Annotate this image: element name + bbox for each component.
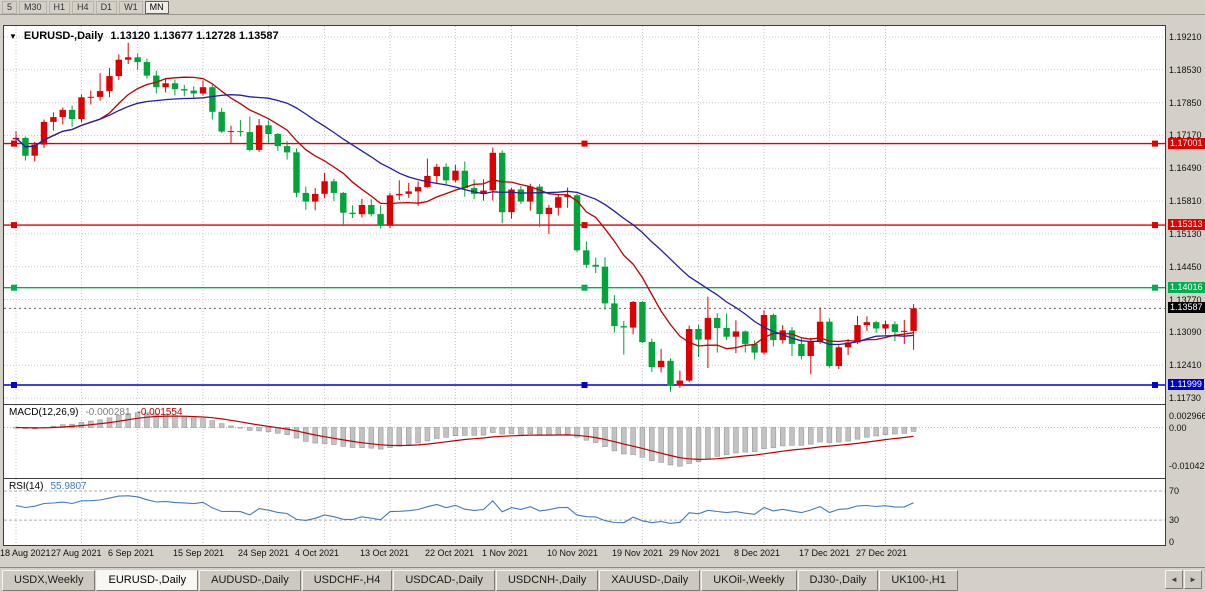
tab-usdx-weekly[interactable]: USDX,Weekly [2, 570, 96, 591]
rsi-value: 55.9807 [50, 481, 87, 492]
tab-audusd-daily[interactable]: AUDUSD-,Daily [199, 570, 301, 591]
rsi-axis-label: 0 [1169, 537, 1175, 547]
rsi-axis-label: 70 [1169, 486, 1180, 496]
date-axis-label: 6 Sep 2021 [108, 548, 155, 558]
price-axis-label: 1.19210 [1169, 32, 1202, 42]
level-price-badge: 1.11999 [1168, 379, 1204, 390]
chart-symbol-label: EURUSD-,Daily [23, 30, 104, 42]
timeframe-toolbar: 5 M30 H1 H4 D1 W1 MN [0, 0, 1205, 15]
tab-xauusd-daily[interactable]: XAUUSD-,Daily [599, 570, 701, 591]
tab-usdcnh-daily[interactable]: USDCNH-,Daily [495, 570, 599, 591]
date-axis-label: 1 Nov 2021 [482, 548, 529, 558]
tab-dj30-daily[interactable]: DJ30-,Daily [797, 570, 879, 591]
price-axis-label: 1.15130 [1169, 229, 1202, 239]
date-axis-label: 8 Dec 2021 [734, 548, 781, 558]
chart-ohlc-values: 1.13120 1.13677 1.12728 1.13587 [110, 30, 279, 42]
date-axis[interactable]: 18 Aug 2021 27 Aug 2021 6 Sep 2021 15 Sep 2… [0, 547, 1166, 563]
tab-eurusd-daily[interactable]: EURUSD-,Daily [96, 570, 199, 591]
macd-title: MACD(12,26,9) -0.000281 -0.001554 [9, 407, 183, 418]
date-axis-label: 29 Nov 2021 [669, 548, 721, 558]
timeframe-button-h1[interactable]: H1 [48, 0, 71, 14]
tab-uk100-h1[interactable]: UK100-,H1 [879, 570, 958, 591]
tab-usdcad-daily[interactable]: USDCAD-,Daily [393, 570, 495, 591]
level-price-badge: 1.17001 [1168, 138, 1205, 149]
tab-scroll-right-button[interactable]: ► [1184, 570, 1202, 589]
timeframe-button-mn[interactable]: MN [144, 0, 169, 14]
macd-value-signal: -0.001554 [137, 407, 183, 418]
timeframe-button-w1[interactable]: W1 [119, 0, 143, 14]
tab-ukoil-weekly[interactable]: UKOil-,Weekly [701, 570, 797, 591]
timeframe-button-h4[interactable]: H4 [72, 0, 94, 14]
price-axis-label: 1.13770 [1169, 295, 1202, 305]
level-price-badge: 1.14016 [1168, 282, 1205, 293]
date-axis-label: 27 Aug 2021 [51, 548, 102, 558]
current-price-badge: 1.13587 [1168, 302, 1205, 313]
macd-axis-label: 0.00 [1169, 423, 1187, 433]
date-axis-label: 13 Oct 2021 [360, 548, 410, 558]
date-axis-label: 15 Sep 2021 [173, 548, 225, 558]
date-axis-label: 19 Nov 2021 [612, 548, 664, 558]
price-axis-label: 1.17850 [1169, 98, 1202, 108]
rsi-axis-label: 30 [1169, 515, 1180, 525]
price-chart-panel[interactable]: ▼ EURUSD-,Daily 1.13120 1.13677 1.12728 … [3, 25, 1166, 405]
date-axis-label: 27 Dec 2021 [856, 548, 908, 558]
tab-usdchf-h4[interactable]: USDCHF-,H4 [301, 570, 393, 591]
date-axis-label: 17 Dec 2021 [799, 548, 851, 558]
price-axis-label: 1.13090 [1169, 327, 1202, 337]
chart-tabs-bar: USDX,Weekly EURUSD-,Daily AUDUSD-,Daily USD… [0, 567, 1205, 592]
date-axis-label: 22 Oct 2021 [425, 548, 475, 558]
timeframe-button-d1[interactable]: D1 [95, 0, 118, 14]
date-axis-label: 18 Aug 2021 [0, 548, 51, 558]
price-axis[interactable]: 1.19210 1.18530 1.17850 1.17170 1.16490 1.158… [1167, 0, 1205, 592]
macd-panel[interactable]: MACD(12,26,9) -0.000281 -0.001554 [3, 404, 1166, 479]
date-axis-label: 24 Sep 2021 [238, 548, 290, 558]
price-axis-label: 1.11730 [1169, 393, 1201, 403]
date-axis-label: 4 Oct 2021 [295, 548, 340, 558]
macd-axis-label: -0.010425 [1169, 461, 1205, 471]
level-price-badge: 1.15313 [1168, 219, 1205, 230]
price-axis-label: 1.18530 [1169, 65, 1202, 75]
macd-label: MACD(12,26,9) [9, 407, 79, 418]
rsi-chart[interactable] [4, 479, 1165, 545]
macd-value-main: -0.000281 [85, 407, 131, 418]
macd-axis-label: 0.002966 [1169, 411, 1205, 421]
candlestick-chart[interactable] [4, 26, 1165, 404]
timeframe-button-5[interactable]: 5 [2, 0, 18, 14]
price-axis-label: 1.16490 [1169, 163, 1202, 173]
tab-scroll-left-button[interactable]: ◄ [1165, 570, 1183, 589]
symbol-dropdown-icon[interactable]: ▼ [9, 31, 17, 41]
date-axis-label: 10 Nov 2021 [547, 548, 599, 558]
macd-chart[interactable] [4, 405, 1165, 478]
price-axis-label: 1.12410 [1169, 360, 1202, 370]
price-axis-label: 1.17170 [1169, 130, 1202, 140]
price-axis-label: 1.14450 [1169, 262, 1202, 272]
price-axis-label: 1.15810 [1169, 196, 1202, 206]
timeframe-button-m30[interactable]: M30 [19, 0, 47, 14]
rsi-label: RSI(14) [9, 481, 44, 492]
rsi-panel[interactable]: RSI(14) 55.9807 [3, 478, 1166, 546]
rsi-title: RSI(14) 55.9807 [9, 481, 87, 492]
chart-title: ▼ EURUSD-,Daily 1.13120 1.13677 1.12728 … [9, 30, 279, 42]
